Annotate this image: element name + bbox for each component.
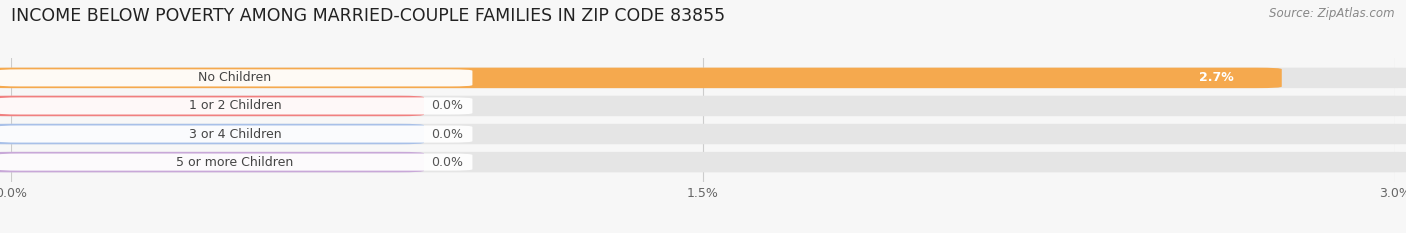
Text: 0.0%: 0.0% [430,156,463,169]
Text: 2.7%: 2.7% [1198,71,1233,84]
FancyBboxPatch shape [0,96,425,116]
FancyBboxPatch shape [0,68,1406,88]
FancyBboxPatch shape [0,154,472,171]
FancyBboxPatch shape [0,152,425,172]
FancyBboxPatch shape [0,126,472,143]
FancyBboxPatch shape [0,97,472,114]
FancyBboxPatch shape [0,152,1406,172]
FancyBboxPatch shape [0,68,1282,88]
Text: Source: ZipAtlas.com: Source: ZipAtlas.com [1270,7,1395,20]
FancyBboxPatch shape [0,124,1406,144]
Text: INCOME BELOW POVERTY AMONG MARRIED-COUPLE FAMILIES IN ZIP CODE 83855: INCOME BELOW POVERTY AMONG MARRIED-COUPL… [11,7,725,25]
Text: 3 or 4 Children: 3 or 4 Children [188,127,281,140]
Text: 1 or 2 Children: 1 or 2 Children [188,99,281,113]
Text: No Children: No Children [198,71,271,84]
FancyBboxPatch shape [0,96,1406,116]
Text: 5 or more Children: 5 or more Children [176,156,294,169]
FancyBboxPatch shape [0,124,425,144]
FancyBboxPatch shape [0,69,472,86]
Text: 0.0%: 0.0% [430,99,463,113]
Text: 0.0%: 0.0% [430,127,463,140]
